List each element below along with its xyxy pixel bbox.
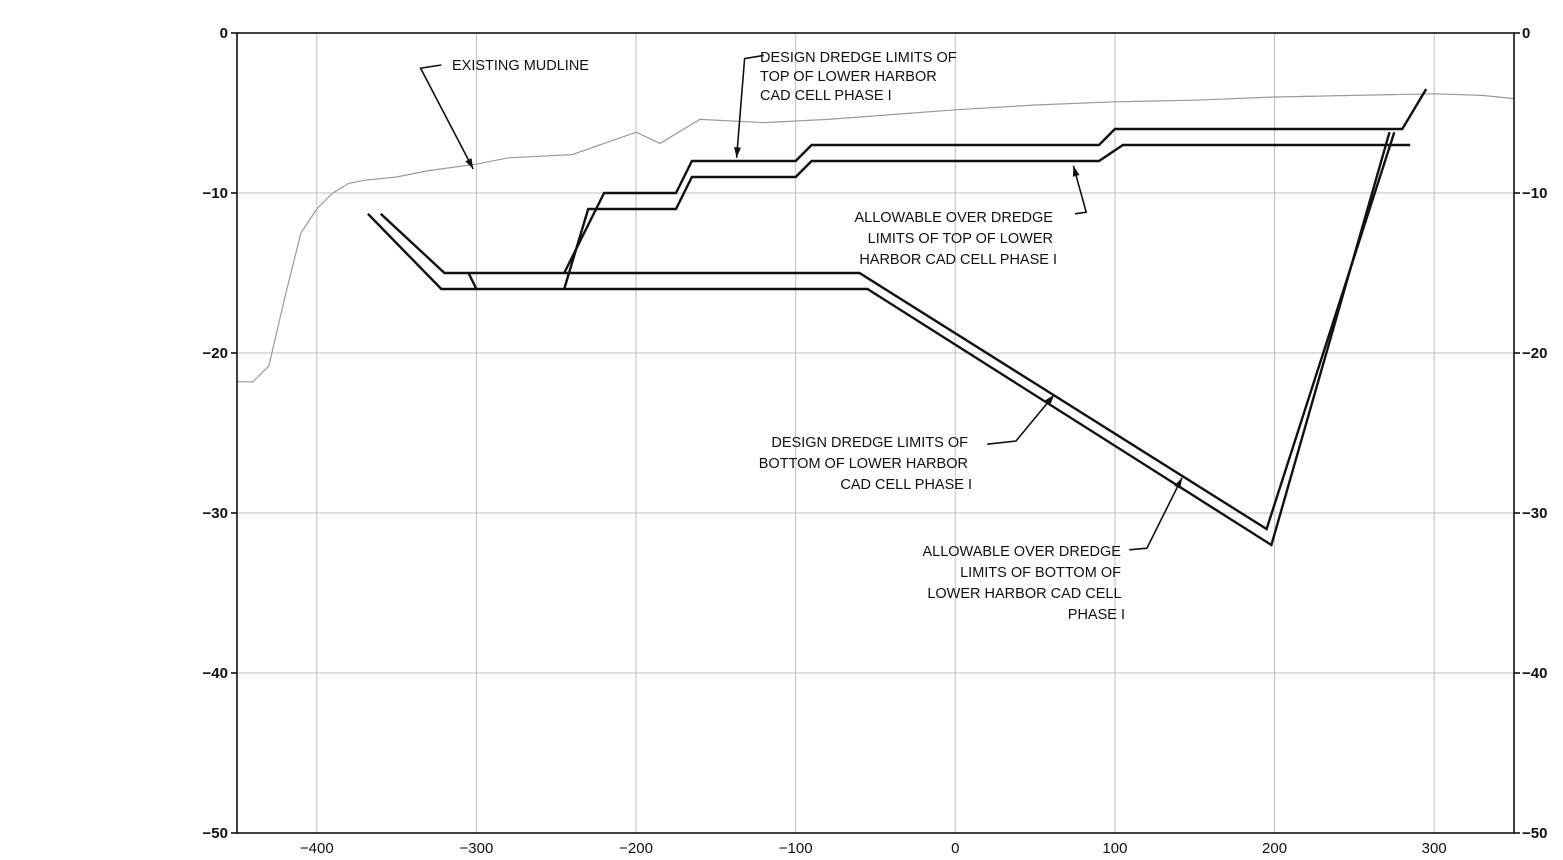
y-tick-label-left: −30 <box>203 505 228 522</box>
leader-design-bottom <box>987 394 1055 445</box>
x-tick-label: −300 <box>460 840 494 857</box>
annotation-line: DESIGN DREDGE LIMITS OF <box>771 435 968 451</box>
y-tick-label-right: −50 <box>1522 825 1547 842</box>
series-allowable-top <box>563 143 1411 290</box>
annotation-line: DESIGN DREDGE LIMITS OF <box>760 50 957 66</box>
x-tick-label: −400 <box>300 840 334 857</box>
x-tick-label: 0 <box>951 840 959 857</box>
series-existing-mudline <box>237 93 1515 383</box>
leader-arrowhead <box>1072 165 1080 177</box>
y-tick-label-right: −30 <box>1522 505 1547 522</box>
leader-existing-mudline <box>419 64 474 170</box>
annotation-line: LIMITS OF BOTTOM OF <box>960 565 1121 581</box>
y-tick-label-left: −10 <box>203 185 228 202</box>
annotation-line: LOWER HARBOR CAD CELL <box>927 586 1121 602</box>
series-design-top <box>563 88 1428 274</box>
leader-arrowhead <box>465 158 474 169</box>
annotation-line: PHASE I <box>1068 607 1125 623</box>
x-tick-label: 100 <box>1102 840 1127 857</box>
x-tick-label: 200 <box>1262 840 1287 857</box>
y-tick-label-right: −10 <box>1522 185 1547 202</box>
profile-lines <box>237 88 1515 547</box>
annotation-allowable-top: ALLOWABLE OVER DREDGE LIMITS OF TOP OF L… <box>854 210 1057 268</box>
leader-arrowhead <box>1174 477 1182 489</box>
annotation-line: TOP OF LOWER HARBOR <box>760 69 937 85</box>
leader-allowable-bottom <box>1129 477 1183 551</box>
annotation-design-bottom: DESIGN DREDGE LIMITS OF BOTTOM OF LOWER … <box>759 435 972 493</box>
annotation-leaders <box>419 54 1183 551</box>
annotation-design-top: DESIGN DREDGE LIMITS OF TOP OF LOWER HAR… <box>760 50 961 104</box>
series-allowable-bottom <box>367 131 1391 547</box>
leader-arrowhead <box>1044 394 1055 405</box>
x-tick-label: −200 <box>619 840 653 857</box>
x-tick-label: −100 <box>779 840 813 857</box>
annotation-line: BOTTOM OF LOWER HARBOR <box>759 456 968 472</box>
y-tick-label-left: 0 <box>220 25 228 42</box>
annotation-line: EXISTING MUDLINE <box>452 58 589 74</box>
annotation-line: ALLOWABLE OVER DREDGE <box>922 544 1121 560</box>
annotation-line: CAD CELL PHASE I <box>760 88 892 104</box>
y-tick-label-right: −20 <box>1522 345 1547 362</box>
y-tick-label-left: −50 <box>203 825 228 842</box>
leader-arrowhead <box>734 147 741 158</box>
annotation-line: HARBOR CAD CELL PHASE I <box>859 252 1057 268</box>
annotation-line: CAD CELL PHASE I <box>840 477 972 493</box>
y-tick-label-right: 0 <box>1522 25 1530 42</box>
y-tick-label-left: −40 <box>203 665 228 682</box>
grid-lines <box>231 32 1520 834</box>
leader-design-top <box>735 54 764 158</box>
annotation-existing-mudline: EXISTING MUDLINE <box>452 58 589 74</box>
y-tick-label-left: −20 <box>203 345 228 362</box>
plot-frame <box>236 32 1515 834</box>
y-tick-label-right: −40 <box>1522 665 1547 682</box>
leader-allowable-top <box>1072 165 1088 215</box>
annotation-line: ALLOWABLE OVER DREDGE <box>854 210 1053 226</box>
series-design-bottom <box>379 131 1396 531</box>
x-tick-label: 300 <box>1422 840 1447 857</box>
annotation-line: LIMITS OF TOP OF LOWER <box>868 231 1053 247</box>
annotation-allowable-bottom: ALLOWABLE OVER DREDGE LIMITS OF BOTTOM O… <box>922 544 1125 623</box>
series-left-wall-step <box>467 272 478 290</box>
